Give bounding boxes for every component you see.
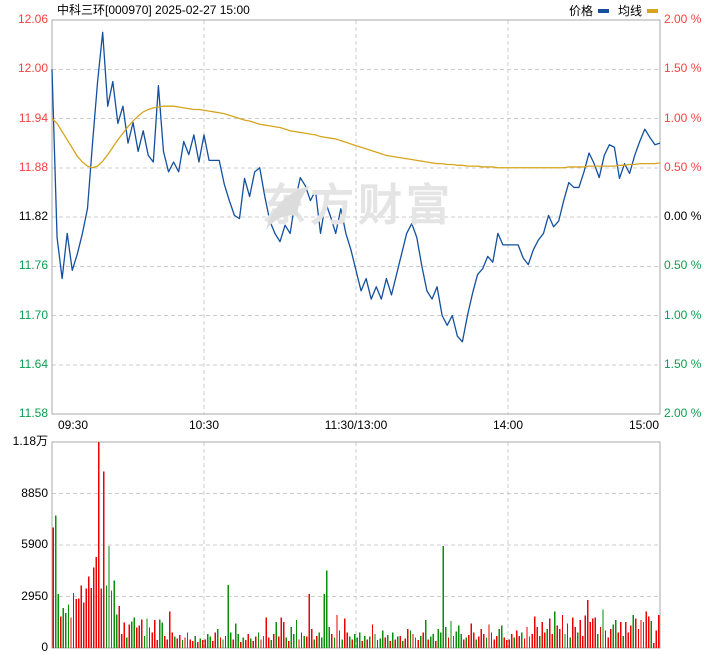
percent-axis-label: 0.50 % [664,258,702,273]
volume-axis-label: 8850 [21,485,48,500]
legend-avg-label: 均线 [617,4,642,18]
time-tick-label: 09:30 [57,418,89,432]
percent-axis-label: 2.00 % [664,12,702,26]
price-axis-label: 11.82 [18,209,48,223]
legend-price-label: 价格 [568,4,593,18]
time-tick-label: 11:30/13:00 [324,418,388,432]
price-axis-label: 11.70 [18,307,48,322]
chart-legend: 价格 均线 [569,2,662,19]
percent-axis-label: 1.50 % [664,356,702,371]
percent-axis-label: 1.00 % [664,110,702,125]
time-tick-label: 14:00 [492,418,524,432]
price-axis-label: 11.76 [18,258,48,273]
price-axis-label: 11.88 [18,159,48,174]
percent-axis-label: 1.00 % [664,307,702,322]
percent-axis-label: 0.00 % [664,209,702,223]
percent-axis-label: 2.00 % [664,406,702,420]
volume-axis-label: 5900 [21,537,48,551]
price-axis-label: 12.00 [17,61,48,76]
price-axis-label: 11.94 [18,110,48,125]
volume-axis-label: 0 [41,640,48,654]
price-axis-label: 11.58 [18,406,48,420]
volume-axis-label: 1.18万 [12,434,48,448]
time-tick-label: 10:30 [188,418,220,432]
time-tick-label: 15:00 [628,418,660,432]
price-axis-label: 12.06 [17,12,48,26]
avg-line-swatch-icon [647,8,658,13]
price-line-swatch-icon [597,8,609,13]
percent-axis-label: 0.50 % [664,159,702,174]
chart-title: 中科三环[000970] 2025-02-27 15:00 [57,3,250,17]
price-axis-label: 11.64 [18,356,48,371]
volume-axis-label: 2950 [21,588,48,603]
percent-axis-label: 1.50 % [664,61,702,76]
